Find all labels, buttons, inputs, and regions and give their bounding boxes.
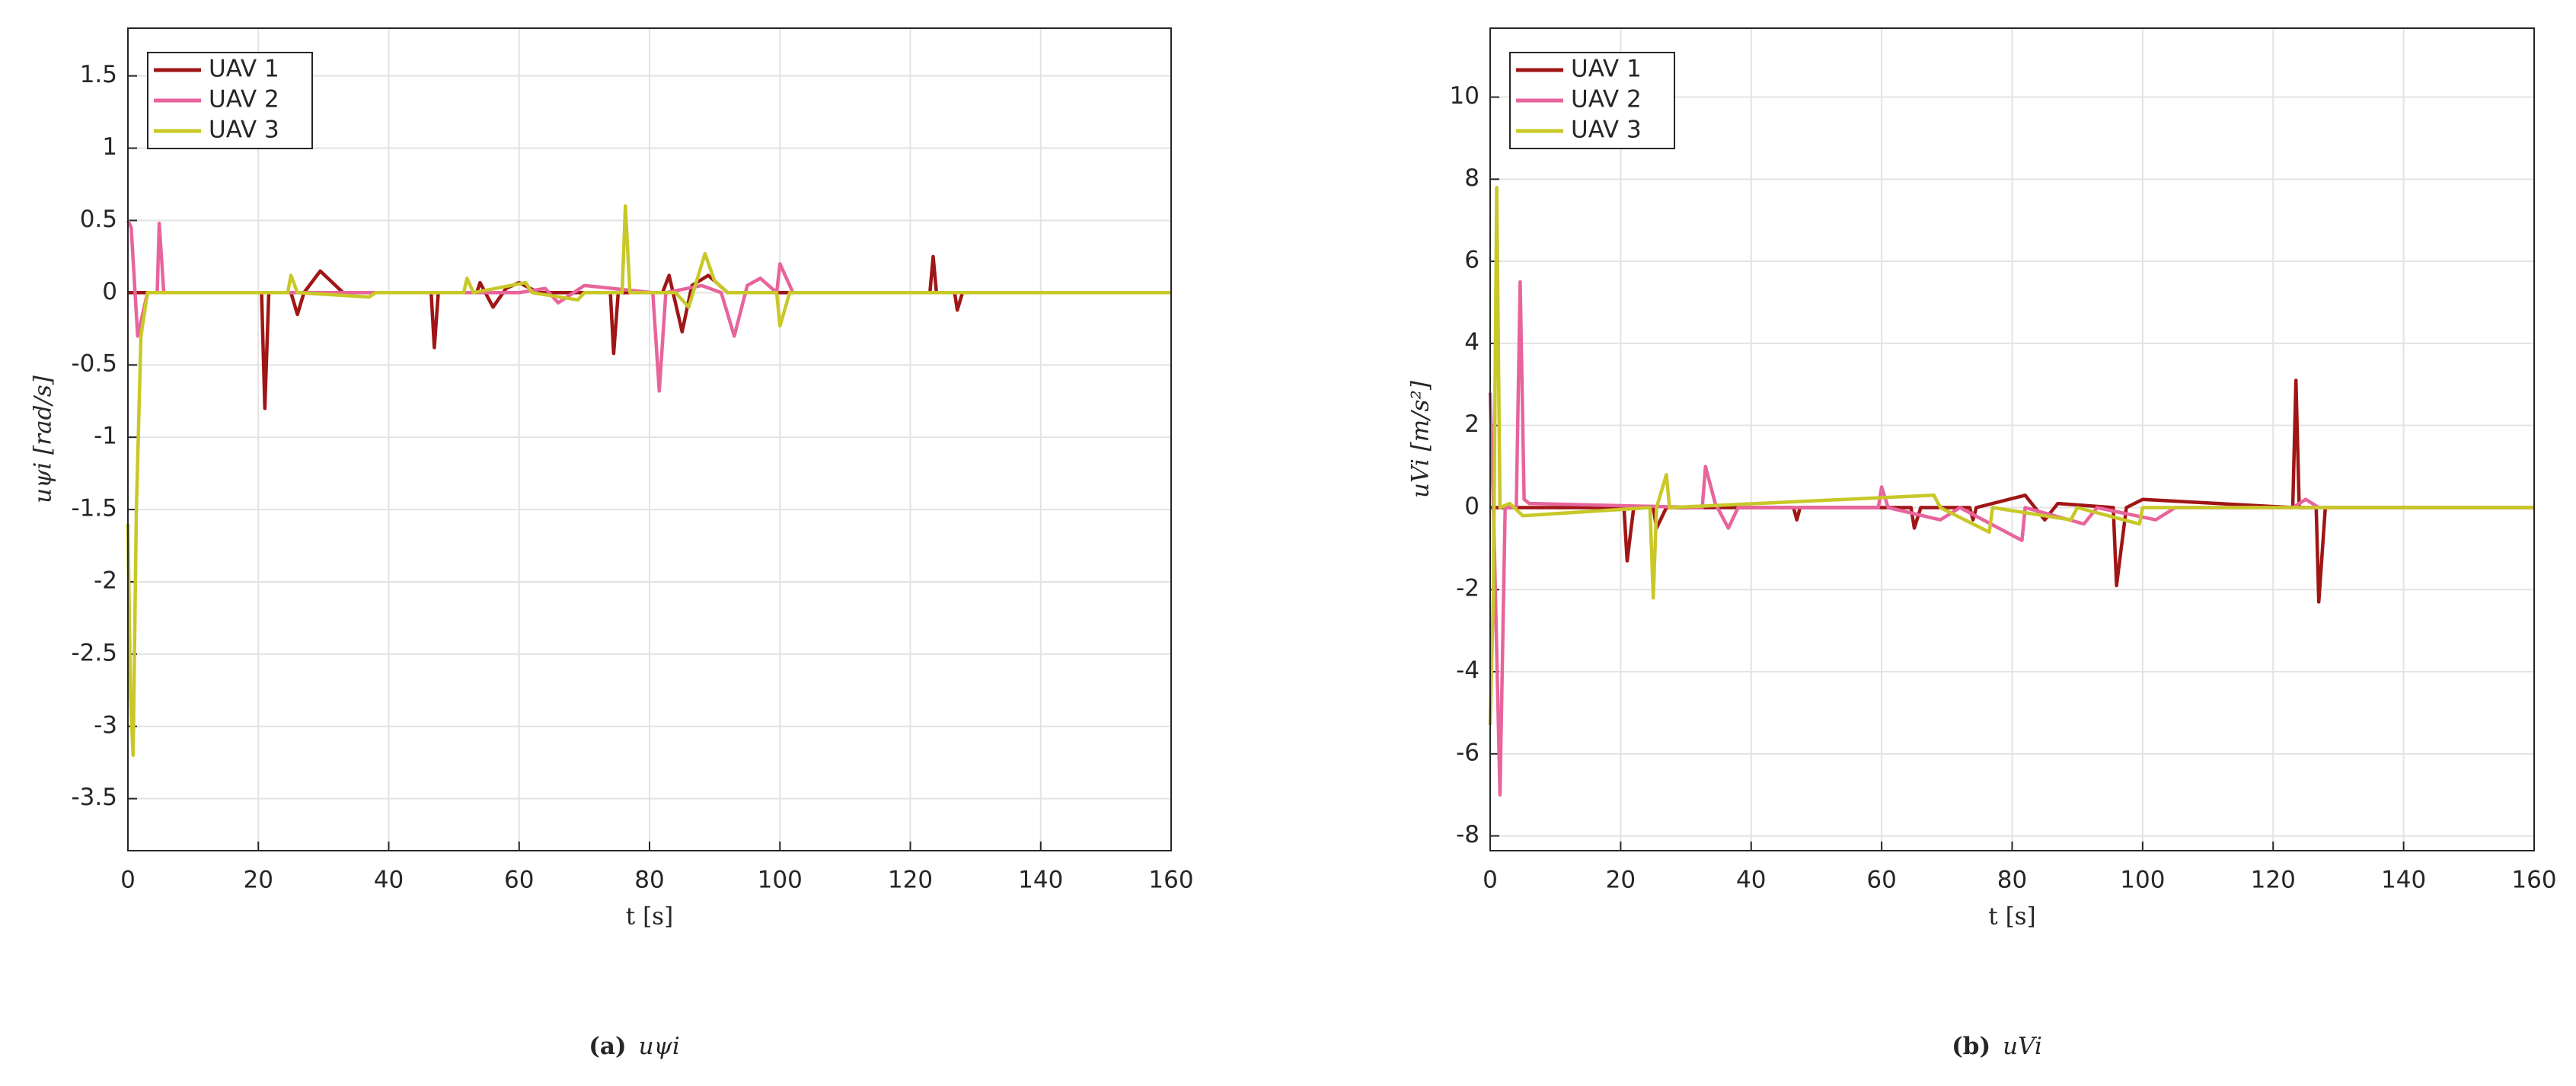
x-tick-label: 40 [374,867,404,894]
caption-label: (b) [1952,1033,1990,1060]
x-tick-label: 80 [1997,867,2027,894]
y-tick-label: 0 [102,278,117,305]
y-tick-label: 1 [102,133,117,161]
y-tick-label: 2 [1464,410,1480,438]
y-tick-label: -4 [1456,657,1480,685]
y-tick-label: -8 [1456,821,1480,848]
x-tick-label: 0 [120,867,136,894]
x-tick-label: 100 [2120,867,2165,894]
legend-label: UAV 2 [1571,86,1642,113]
series-line [1488,185,2534,726]
plot-frame [1489,27,2535,851]
x-tick-label: 60 [504,867,534,894]
x-tick-label: 160 [1148,867,1193,894]
y-tick-label: -3 [94,711,117,739]
y-tick-label: -3.5 [72,784,118,811]
legend-label: UAV 1 [209,56,279,83]
legend-label: UAV 2 [209,86,279,113]
y-tick-label: -2 [1456,575,1480,602]
x-tick-label: 140 [2381,867,2426,894]
legend-label: UAV 3 [1571,117,1642,144]
x-tick-label: 120 [2251,867,2296,894]
x-tick-label: 120 [888,867,933,894]
legend-label: UAV 1 [1571,56,1642,83]
x-tick-label: 40 [1736,867,1766,894]
y-tick-label: 0.5 [80,206,117,233]
plot-frame [127,27,1172,851]
x-axis-label: t [s] [1988,903,2035,931]
caption-label: (a) [589,1033,626,1060]
caption: (b) uVi [1952,1033,2042,1060]
x-tick-label: 0 [1483,867,1498,894]
y-tick-label: 1.5 [80,61,117,88]
y-tick-label: -0.5 [72,350,118,378]
y-tick-label: -2 [94,567,117,594]
caption-text: uψi [639,1033,680,1060]
y-axis-label: uψi [rad/s] [30,375,57,503]
y-tick-label: -1.5 [72,495,118,522]
caption: (a) uψi [589,1033,680,1060]
x-tick-label: 140 [1018,867,1063,894]
x-tick-label: 60 [1866,867,1896,894]
y-tick-label: 0 [1464,493,1480,520]
series-line [126,204,1171,757]
y-tick-label: 4 [1464,328,1480,356]
y-tick-label: -2.5 [72,639,118,666]
x-tick-label: 20 [244,867,273,894]
y-tick-label: -1 [94,423,117,450]
y-tick-label: -6 [1456,739,1480,766]
x-axis-label: t [s] [626,903,673,931]
x-tick-label: 20 [1606,867,1636,894]
legend-label: UAV 3 [209,117,279,144]
x-tick-label: 100 [758,867,803,894]
x-tick-label: 80 [634,867,664,894]
y-tick-label: 6 [1464,247,1480,274]
x-tick-label: 160 [2511,867,2556,894]
y-tick-label: 10 [1450,82,1480,110]
caption-text: uVi [2003,1033,2042,1060]
y-axis-label: uVi [m/s²] [1407,380,1435,498]
y-tick-label: 8 [1464,164,1480,192]
